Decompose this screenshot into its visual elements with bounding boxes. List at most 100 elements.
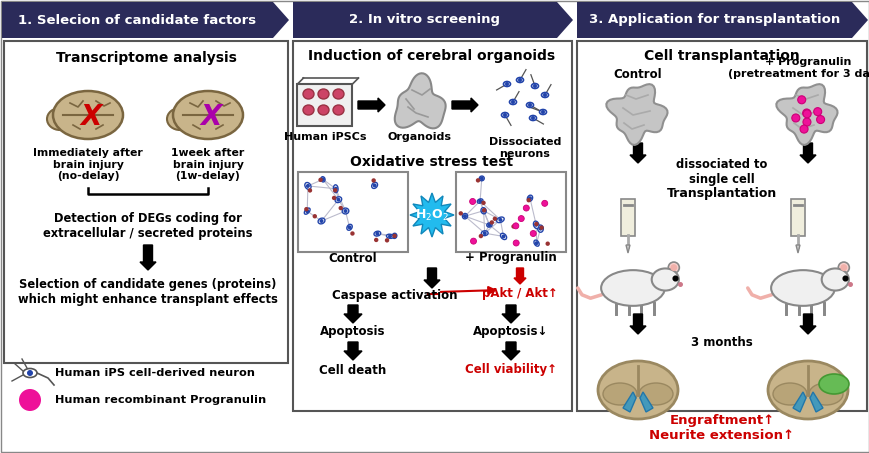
Circle shape <box>308 188 312 193</box>
Circle shape <box>478 234 482 238</box>
Circle shape <box>492 217 496 221</box>
Text: Human recombinant Progranulin: Human recombinant Progranulin <box>55 395 266 405</box>
Circle shape <box>338 206 342 210</box>
Text: Engraftment↑
Neurite extension↑: Engraftment↑ Neurite extension↑ <box>648 414 793 442</box>
Circle shape <box>350 231 355 236</box>
Circle shape <box>527 103 531 107</box>
Polygon shape <box>2 2 289 38</box>
Polygon shape <box>293 2 573 38</box>
Text: 3. Application for transplantation: 3. Application for transplantation <box>588 14 839 26</box>
Circle shape <box>319 219 323 223</box>
Circle shape <box>816 116 824 124</box>
Circle shape <box>542 93 547 97</box>
Polygon shape <box>809 392 822 412</box>
Text: Apoptosis↓: Apoptosis↓ <box>473 326 548 338</box>
Circle shape <box>522 205 528 211</box>
Polygon shape <box>501 342 520 360</box>
Ellipse shape <box>318 218 325 224</box>
Circle shape <box>510 100 514 104</box>
Circle shape <box>538 226 542 231</box>
Ellipse shape <box>516 77 523 82</box>
Circle shape <box>534 222 538 226</box>
Circle shape <box>541 110 544 114</box>
Circle shape <box>487 223 491 227</box>
Circle shape <box>458 211 462 216</box>
Ellipse shape <box>501 112 507 117</box>
Circle shape <box>469 198 475 204</box>
Circle shape <box>501 234 505 238</box>
Circle shape <box>511 224 515 229</box>
Text: 3 months: 3 months <box>690 337 752 350</box>
Text: Apoptosis: Apoptosis <box>320 326 385 338</box>
Circle shape <box>321 177 325 181</box>
Circle shape <box>304 207 308 212</box>
Circle shape <box>331 196 336 200</box>
Circle shape <box>392 234 396 238</box>
Ellipse shape <box>667 262 679 273</box>
Polygon shape <box>629 314 646 334</box>
Ellipse shape <box>304 183 311 189</box>
Circle shape <box>481 208 486 212</box>
Circle shape <box>19 389 41 411</box>
Ellipse shape <box>670 264 676 271</box>
Text: dissociated to
single cell: dissociated to single cell <box>675 158 766 186</box>
Text: 1week after
brain injury
(1w-delay): 1week after brain injury (1w-delay) <box>171 148 244 181</box>
Circle shape <box>475 178 480 183</box>
Ellipse shape <box>533 221 539 228</box>
Circle shape <box>799 125 807 133</box>
Polygon shape <box>792 392 805 412</box>
Polygon shape <box>343 305 362 323</box>
Ellipse shape <box>477 199 482 203</box>
Circle shape <box>305 209 308 213</box>
Text: Cell transplantation: Cell transplantation <box>643 49 799 63</box>
Ellipse shape <box>539 110 546 115</box>
Ellipse shape <box>638 383 673 405</box>
FancyBboxPatch shape <box>620 199 634 236</box>
Circle shape <box>481 209 485 213</box>
Ellipse shape <box>321 177 325 182</box>
Circle shape <box>27 370 33 376</box>
Circle shape <box>372 183 376 188</box>
Ellipse shape <box>392 233 396 238</box>
Ellipse shape <box>526 102 533 107</box>
Ellipse shape <box>318 89 328 99</box>
Circle shape <box>388 234 392 238</box>
Text: pAkt / Akt↑: pAkt / Akt↑ <box>481 288 557 300</box>
Polygon shape <box>501 305 520 323</box>
Ellipse shape <box>534 240 539 246</box>
Text: Oxidative stress test: Oxidative stress test <box>350 155 513 169</box>
Circle shape <box>513 240 519 246</box>
Ellipse shape <box>500 233 506 240</box>
Circle shape <box>545 241 549 246</box>
Text: Control: Control <box>328 251 377 265</box>
Ellipse shape <box>808 383 842 405</box>
Circle shape <box>482 231 486 235</box>
Circle shape <box>802 110 810 118</box>
Circle shape <box>343 209 347 213</box>
Ellipse shape <box>838 262 848 273</box>
Circle shape <box>502 113 507 117</box>
Polygon shape <box>395 73 445 128</box>
Polygon shape <box>409 193 454 237</box>
Circle shape <box>470 238 476 244</box>
Ellipse shape <box>597 361 677 419</box>
Ellipse shape <box>302 89 314 99</box>
Circle shape <box>498 218 501 222</box>
Ellipse shape <box>537 225 543 232</box>
Text: Induction of cerebral organoids: Induction of cerebral organoids <box>308 49 555 63</box>
Ellipse shape <box>23 368 37 377</box>
Circle shape <box>478 199 481 203</box>
Ellipse shape <box>53 91 123 139</box>
Ellipse shape <box>839 264 846 271</box>
Ellipse shape <box>481 207 486 214</box>
Text: Transcriptome analysis: Transcriptome analysis <box>56 51 236 65</box>
Ellipse shape <box>462 213 467 219</box>
Ellipse shape <box>770 270 834 306</box>
Ellipse shape <box>347 224 352 230</box>
Text: 1. Selecion of candidate factors: 1. Selecion of candidate factors <box>18 14 256 26</box>
Polygon shape <box>622 392 635 412</box>
Polygon shape <box>452 98 477 112</box>
Circle shape <box>534 223 538 227</box>
Ellipse shape <box>773 383 806 405</box>
Circle shape <box>802 109 810 117</box>
